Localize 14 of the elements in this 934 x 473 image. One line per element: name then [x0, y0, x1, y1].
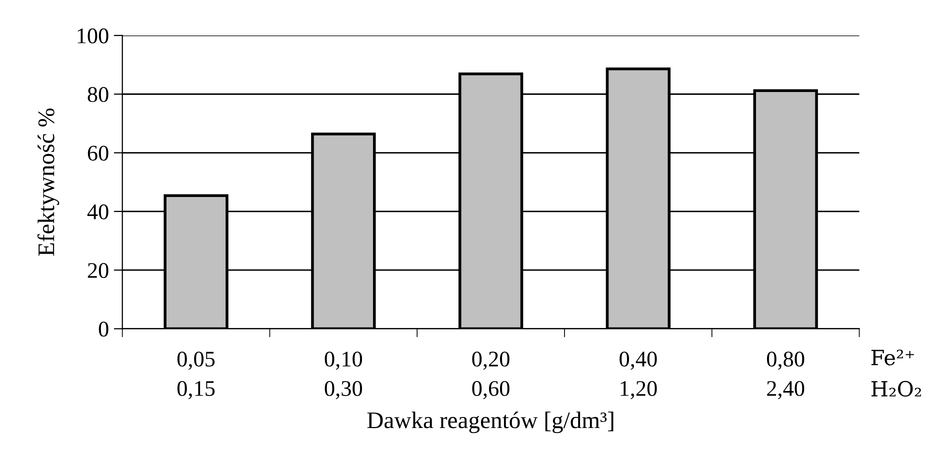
x-tick-label: 0,05 0,15 — [177, 352, 215, 400]
y-tick-label: 100 — [78, 28, 108, 44]
y-tick-label: 80 — [88, 87, 108, 102]
x-axis-title: Dawka reagentów [g/dm³] — [367, 412, 614, 434]
y-tick-label: 60 — [88, 146, 108, 161]
y-axis-title: Efektywność % — [37, 108, 60, 256]
text: Fe²⁺ H₂O₂ — [871, 350, 921, 397]
x-tick-label: 0,40 1,20 — [620, 352, 657, 400]
y-tick-label: 0 — [98, 322, 108, 337]
y-tick-label: 20 — [88, 263, 108, 278]
x-tick-label: 0,80 2,40 — [766, 352, 804, 400]
x-tick-label: 0,20 0,60 — [472, 352, 510, 400]
x-tick-label: 0,10 0,30 — [324, 352, 362, 400]
y-tick-label: 40 — [87, 204, 108, 220]
